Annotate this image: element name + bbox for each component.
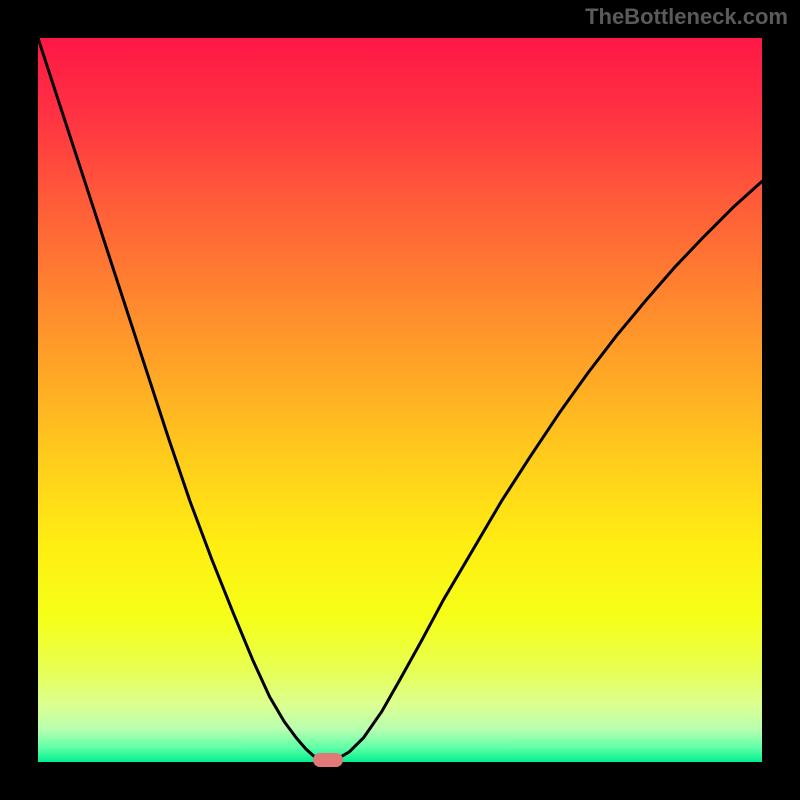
watermark-text: TheBottleneck.com xyxy=(585,4,788,30)
curve-svg xyxy=(38,38,762,762)
plot-area xyxy=(38,38,762,762)
minimum-marker xyxy=(313,753,343,767)
bottleneck-curve xyxy=(38,38,762,760)
chart-container: TheBottleneck.com xyxy=(0,0,800,800)
